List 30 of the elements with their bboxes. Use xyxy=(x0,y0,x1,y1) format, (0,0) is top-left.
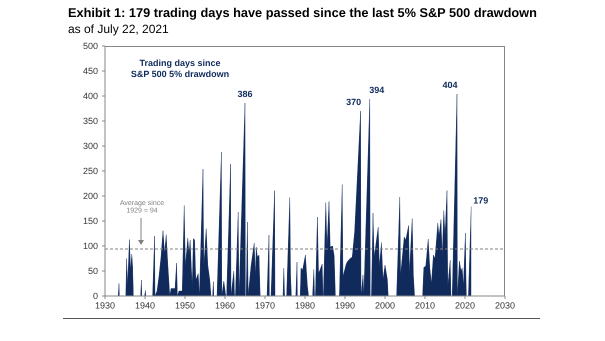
y-tick-label: 250 xyxy=(82,166,98,176)
x-tick-label: 1950 xyxy=(174,300,196,310)
y-tick-label: 100 xyxy=(82,241,98,252)
x-tick-label: 1940 xyxy=(134,300,156,310)
data-label: 370 xyxy=(346,97,362,107)
chart-subtitle: as of July 22, 2021 xyxy=(68,22,169,36)
y-tick-label: 300 xyxy=(82,141,98,152)
y-tick-label: 400 xyxy=(82,91,98,102)
x-tick-label: 2030 xyxy=(494,300,516,310)
data-label: 386 xyxy=(237,89,253,99)
x-tick-label: 1930 xyxy=(94,300,116,310)
x-tick-label: 2010 xyxy=(414,300,436,310)
chart-title: Exhibit 1: 179 trading days have passed since the last 5% S&P 500 drawdown xyxy=(68,5,537,20)
y-tick-label: 350 xyxy=(82,116,98,126)
data-label: 179 xyxy=(473,196,488,206)
data-label: 404 xyxy=(442,80,458,90)
y-tick-label: 500 xyxy=(82,41,98,52)
y-tick-label: 450 xyxy=(82,66,98,76)
x-tick-label: 2020 xyxy=(454,300,476,310)
y-tick-label: 50 xyxy=(88,266,98,276)
y-tick-label: 0 xyxy=(92,291,98,302)
text: Trading days since S&P 500 5% drawdown xyxy=(130,58,230,79)
x-tick-label: 1960 xyxy=(214,300,236,310)
x-tick-label: 1980 xyxy=(294,300,316,310)
y-tick-label: 150 xyxy=(82,216,98,226)
data-label: 394 xyxy=(369,85,384,95)
x-tick-label: 1970 xyxy=(254,300,276,310)
x-tick-label: 1990 xyxy=(334,300,356,310)
y-tick-label: 200 xyxy=(82,191,98,202)
x-tick-label: 2000 xyxy=(374,300,396,310)
